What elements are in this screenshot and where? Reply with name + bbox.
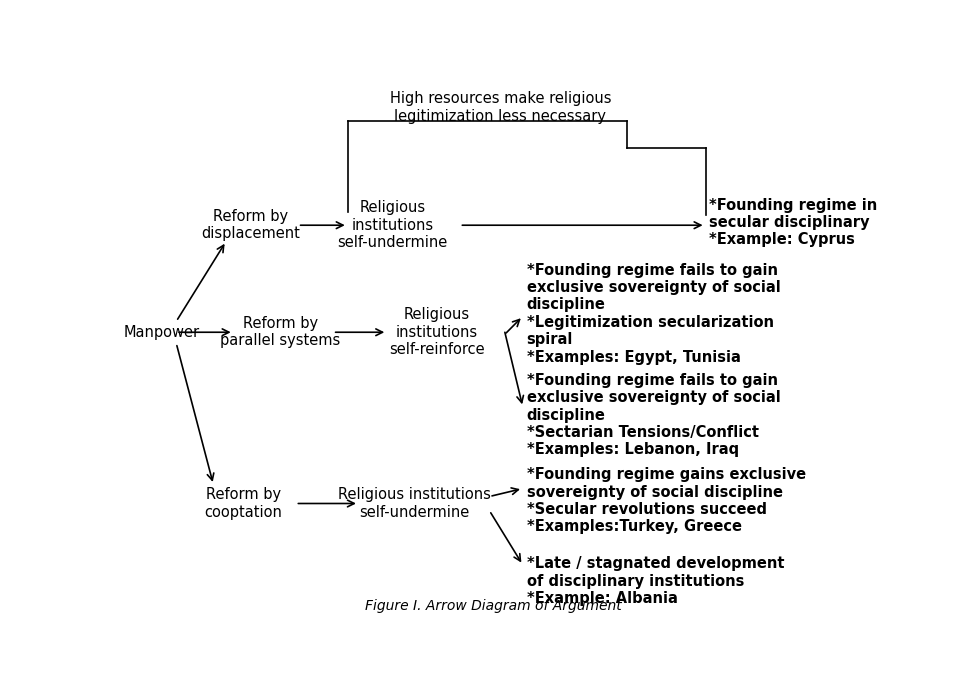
Text: Reform by
cooptation: Reform by cooptation <box>204 487 282 520</box>
Text: *Founding regime in
secular disciplinary
*Example: Cyprus: *Founding regime in secular disciplinary… <box>708 197 876 247</box>
Text: Figure I. Arrow Diagram of Argument: Figure I. Arrow Diagram of Argument <box>364 599 621 613</box>
Text: Religious
institutions
self-undermine: Religious institutions self-undermine <box>337 200 447 250</box>
Text: Religious
institutions
self-reinforce: Religious institutions self-reinforce <box>389 307 484 357</box>
Text: Reform by
displacement: Reform by displacement <box>201 209 300 241</box>
Text: *Founding regime fails to gain
exclusive sovereignty of social
discipline
*Legit: *Founding regime fails to gain exclusive… <box>526 263 779 364</box>
Text: *Late / stagnated development
of disciplinary institutions
*Example: Albania: *Late / stagnated development of discipl… <box>526 556 783 606</box>
Text: Manpower: Manpower <box>124 325 200 340</box>
Text: *Founding regime fails to gain
exclusive sovereignty of social
discipline
*Secta: *Founding regime fails to gain exclusive… <box>526 373 779 457</box>
Text: Reform by
parallel systems: Reform by parallel systems <box>220 316 340 348</box>
Text: High resources make religious
legitimization less necessary: High resources make religious legitimiza… <box>389 91 610 124</box>
Text: Religious institutions
self-undermine: Religious institutions self-undermine <box>338 487 491 520</box>
Text: *Founding regime gains exclusive
sovereignty of social discipline
*Secular revol: *Founding regime gains exclusive soverei… <box>526 467 805 534</box>
